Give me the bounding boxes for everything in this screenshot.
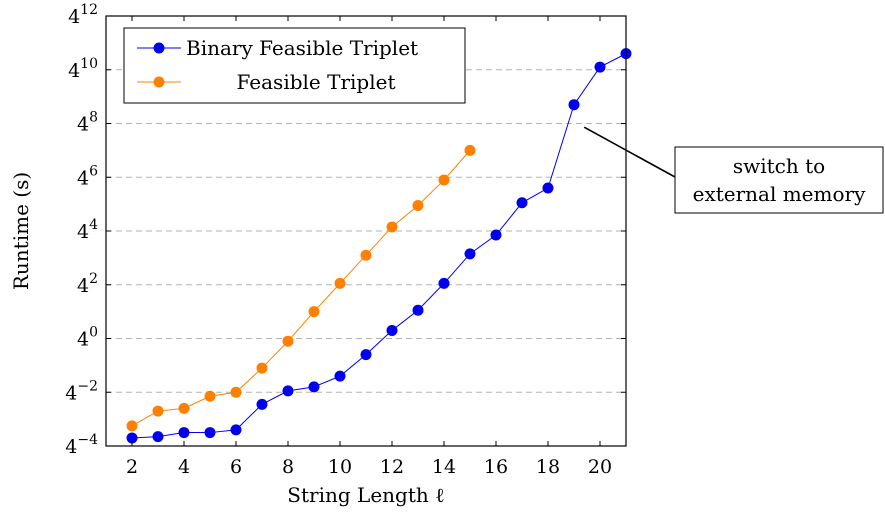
y-tick-label: 40	[77, 325, 98, 351]
data-point	[204, 427, 216, 439]
data-point	[178, 427, 190, 439]
annotation-box	[674, 146, 884, 214]
annotation: switch to external memory	[583, 126, 884, 214]
data-point	[204, 390, 216, 402]
legend-label-feasible: Feasible Triplet	[237, 70, 396, 94]
data-point	[360, 249, 372, 261]
data-point	[282, 335, 294, 347]
x-axis-label: String Length ℓ	[287, 483, 444, 507]
y-tick-label: 48	[77, 110, 98, 136]
legend-box	[123, 27, 466, 104]
data-point	[464, 144, 476, 156]
data-point	[178, 402, 190, 414]
grid-layer	[106, 69, 626, 393]
annotation-text-line-2: external memory	[693, 182, 866, 206]
x-tick-label: 4	[178, 456, 190, 478]
x-tick-label: 10	[328, 456, 352, 478]
data-point	[386, 324, 398, 336]
data-point	[438, 174, 450, 186]
legend-label-binary: Binary Feasible Triplet	[186, 36, 418, 60]
data-point	[230, 386, 242, 398]
legend-marker-binary	[153, 42, 165, 54]
series-line-0	[131, 53, 627, 439]
data-point	[256, 362, 268, 374]
data-point	[542, 182, 554, 194]
data-point	[152, 405, 164, 417]
y-axis-label: Runtime (s)	[9, 172, 33, 290]
data-point	[568, 99, 580, 111]
series-line-1	[131, 150, 471, 427]
data-point	[412, 199, 424, 211]
y-tick-label: 412	[68, 2, 98, 28]
data-point	[334, 277, 346, 289]
y-tick-label: 4−2	[65, 378, 98, 404]
data-point	[438, 277, 450, 289]
data-point	[256, 398, 268, 410]
data-point	[594, 61, 606, 73]
legend: Binary Feasible Triplet Feasible Triplet	[123, 27, 466, 104]
x-tick-label: 8	[282, 456, 294, 478]
data-point	[308, 306, 320, 318]
x-tick-label: 16	[484, 456, 508, 478]
data-point	[412, 304, 424, 316]
data-point	[516, 197, 528, 209]
series-layer	[126, 48, 632, 444]
annotation-pointer-line	[583, 126, 676, 178]
data-point	[334, 370, 346, 382]
y-tick-label: 410	[68, 56, 98, 82]
x-tick-label: 20	[588, 456, 612, 478]
x-tick-label: 12	[380, 456, 404, 478]
x-tick-label: 18	[536, 456, 560, 478]
y-tick-label: 46	[77, 163, 98, 189]
legend-marker-feasible	[153, 76, 165, 88]
data-point	[230, 424, 242, 436]
y-tick-label: 42	[77, 271, 98, 297]
x-tick-label: 2	[126, 456, 138, 478]
annotation-text-line-1: switch to	[733, 154, 825, 178]
data-point	[386, 221, 398, 233]
data-point	[308, 381, 320, 393]
x-tick-label: 6	[230, 456, 242, 478]
y-tick-label: 4−4	[65, 432, 98, 458]
x-tick-label: 14	[432, 456, 456, 478]
data-point	[282, 385, 294, 397]
data-point	[126, 420, 138, 432]
data-point	[490, 229, 502, 241]
data-point	[464, 248, 476, 260]
data-point	[152, 431, 164, 443]
data-point	[126, 432, 138, 444]
y-tick-label: 44	[77, 217, 98, 243]
data-point	[360, 349, 372, 361]
